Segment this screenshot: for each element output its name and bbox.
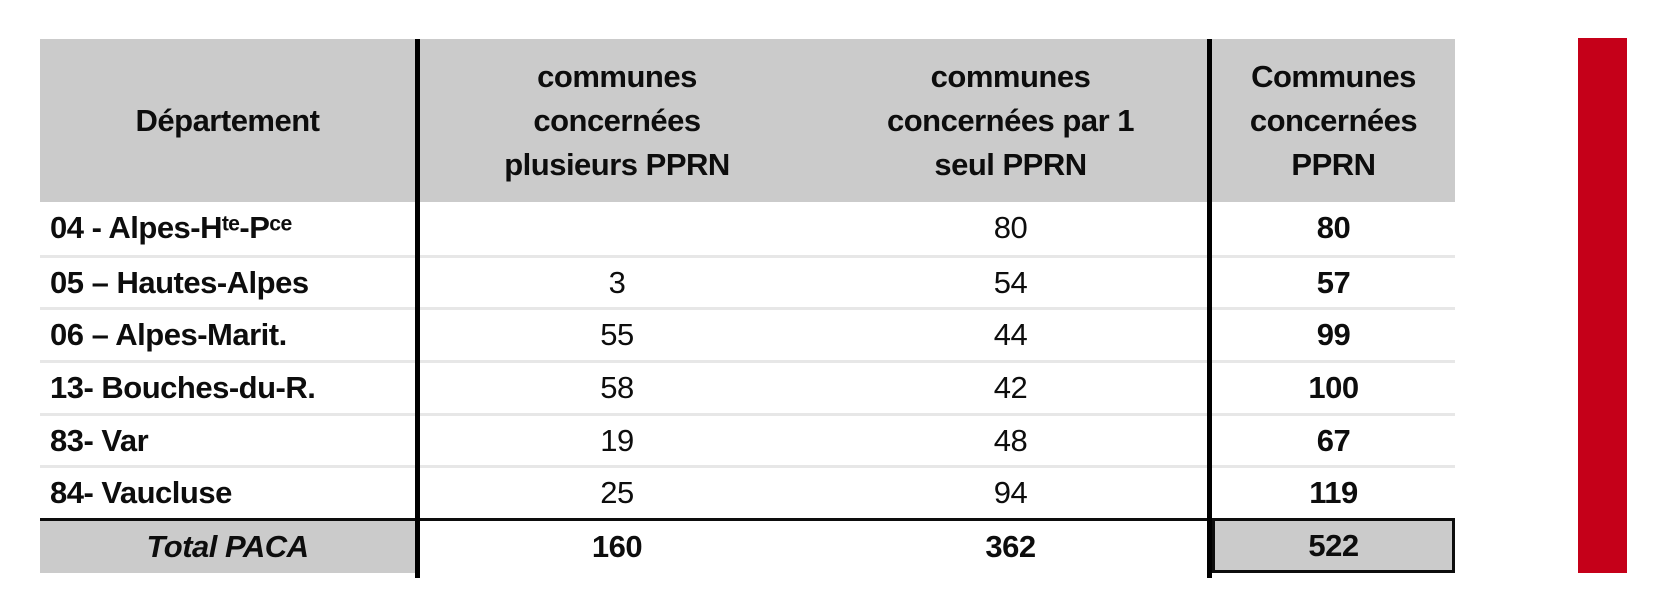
column-divider-stub (1207, 573, 1212, 578)
total-multi-pprn: 160 (420, 518, 814, 573)
header-departement: Département (40, 39, 415, 202)
column-divider-stub (415, 573, 420, 578)
column-divider (415, 39, 420, 202)
dept-cell: 05 – Hautes-Alpes (40, 254, 415, 308)
multi-pprn-cell: 55 (420, 307, 814, 360)
total-label: Total PACA (40, 518, 415, 574)
single-pprn-cell: 54 (814, 254, 1207, 308)
column-divider (415, 360, 420, 413)
column-divider (1207, 518, 1212, 574)
column-divider (415, 412, 420, 466)
column-divider (415, 518, 420, 574)
column-divider (1207, 39, 1212, 202)
table-row: 06 – Alpes-Marit. 55 44 99 (40, 307, 1455, 361)
table-row: 05 – Hautes-Alpes 3 54 57 (40, 254, 1455, 308)
total-single-pprn: 362 (814, 518, 1207, 573)
multi-pprn-cell: 58 (420, 360, 814, 413)
header-communes-1-seul-pprn: communes concernées par 1 seul PPRN (814, 39, 1207, 202)
column-divider (1207, 465, 1212, 519)
multi-pprn-cell: 3 (420, 254, 814, 308)
header-communes-plusieurs-pprn: communes concernées plusieurs PPRN (420, 39, 814, 202)
column-divider (415, 202, 420, 255)
table-row: 13- Bouches-du-R. 58 42 100 (40, 360, 1455, 413)
total-cell: 99 (1212, 307, 1455, 360)
single-pprn-cell: 42 (814, 360, 1207, 413)
column-divider (1207, 360, 1212, 413)
column-divider (415, 307, 420, 361)
column-divider (1207, 254, 1212, 308)
total-cell: 100 (1212, 360, 1455, 413)
single-pprn-cell: 94 (814, 465, 1207, 518)
multi-pprn-cell: 25 (420, 465, 814, 518)
dept-cell: 04 - Alpes-Hᵗᵉ-Pᶜᵉ (50, 210, 292, 246)
total-grand-total: 522 (1212, 518, 1455, 574)
single-pprn-cell: 48 (814, 412, 1207, 466)
total-cell: 57 (1212, 254, 1455, 308)
table-row: 83- Var 19 48 67 (40, 412, 1455, 466)
dept-cell: 84- Vaucluse (40, 465, 415, 518)
column-divider (1207, 202, 1212, 255)
multi-pprn-cell: 19 (420, 412, 814, 466)
table-row: 04 - Alpes-Hᵗᵉ-Pᶜᵉ 80 80 (40, 202, 1455, 255)
dept-cell: 06 – Alpes-Marit. (40, 307, 415, 360)
column-divider (1207, 307, 1212, 361)
pprn-communes-table: Département communes concernées plusieur… (40, 39, 1455, 578)
red-accent-bar (1578, 38, 1627, 573)
single-pprn-cell: 80 (993, 210, 1028, 246)
header-communes-concernees-pprn: Communes concernées PPRN (1212, 39, 1455, 202)
total-cell: 119 (1212, 465, 1455, 518)
total-cell: 80 (1316, 210, 1351, 246)
single-pprn-cell: 44 (814, 307, 1207, 360)
dept-cell: 83- Var (40, 412, 415, 466)
dept-cell: 13- Bouches-du-R. (40, 360, 415, 413)
table-row: 84- Vaucluse 25 94 119 (40, 465, 1455, 519)
column-divider (1207, 412, 1212, 466)
table-header-row: Département communes concernées plusieur… (40, 39, 1455, 202)
total-cell: 67 (1212, 412, 1455, 466)
column-divider (415, 465, 420, 519)
multi-pprn-cell (420, 202, 814, 255)
column-divider (415, 254, 420, 308)
table-total-row: Total PACA 160 362 522 (40, 518, 1455, 574)
